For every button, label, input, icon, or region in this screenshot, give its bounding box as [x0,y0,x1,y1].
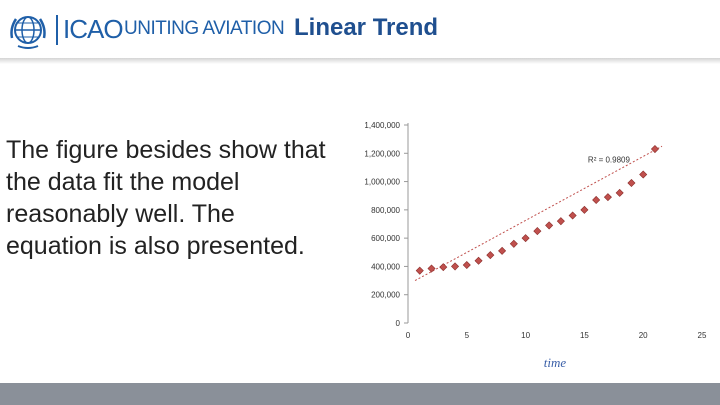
data-point [439,263,448,272]
y-tick-label: 800,000 [371,206,400,215]
header-bar [0,0,720,62]
data-point [427,264,436,273]
icao-emblem-icon [10,16,46,49]
data-point [533,227,542,236]
logo-tagline: UNITING AVIATION [124,18,285,39]
x-tick-label: 15 [580,331,589,340]
data-point [580,205,589,214]
trendline [414,145,663,282]
data-point [474,256,483,265]
x-tick-label: 25 [698,331,707,340]
y-tick-label: 600,000 [371,234,400,243]
body-paragraph: The figure besides show that the data fi… [6,136,326,260]
x-tick-label: 10 [521,331,530,340]
data-point [603,193,612,202]
data-point [521,234,530,243]
data-point [615,188,624,197]
header-shadow [0,58,720,64]
r-squared-label: R² = 0.9809 [588,155,631,164]
data-point [639,170,648,179]
data-point [462,260,471,270]
data-point [556,217,565,226]
data-point [627,178,636,188]
x-axis-title: time [544,355,567,370]
y-tick-label: 1,200,000 [364,149,400,158]
data-point [451,262,460,271]
footer-bar [0,383,720,405]
data-point [545,221,554,230]
x-tick-label: 20 [639,331,648,340]
data-point [592,195,601,204]
x-tick-label: 5 [465,331,470,340]
y-tick-label: 400,000 [371,262,400,271]
logo-divider [56,15,58,45]
data-point [415,266,424,275]
data-point [498,246,507,255]
y-tick-label: 1,000,000 [364,178,400,187]
logo-icao-text: ICAO [63,14,124,44]
data-point [650,145,659,154]
data-point [486,251,495,260]
y-tick-label: 0 [396,319,401,328]
x-tick-label: 0 [406,331,411,340]
data-point [509,239,518,248]
data-point [568,211,577,220]
y-tick-label: 1,400,000 [364,121,400,130]
slide-title: Linear Trend [294,14,439,41]
scatter-chart: 0 200,000 400,000 600,000 800,000 1,000,000 1,… [364,121,707,370]
y-tick-label: 200,000 [371,291,400,300]
